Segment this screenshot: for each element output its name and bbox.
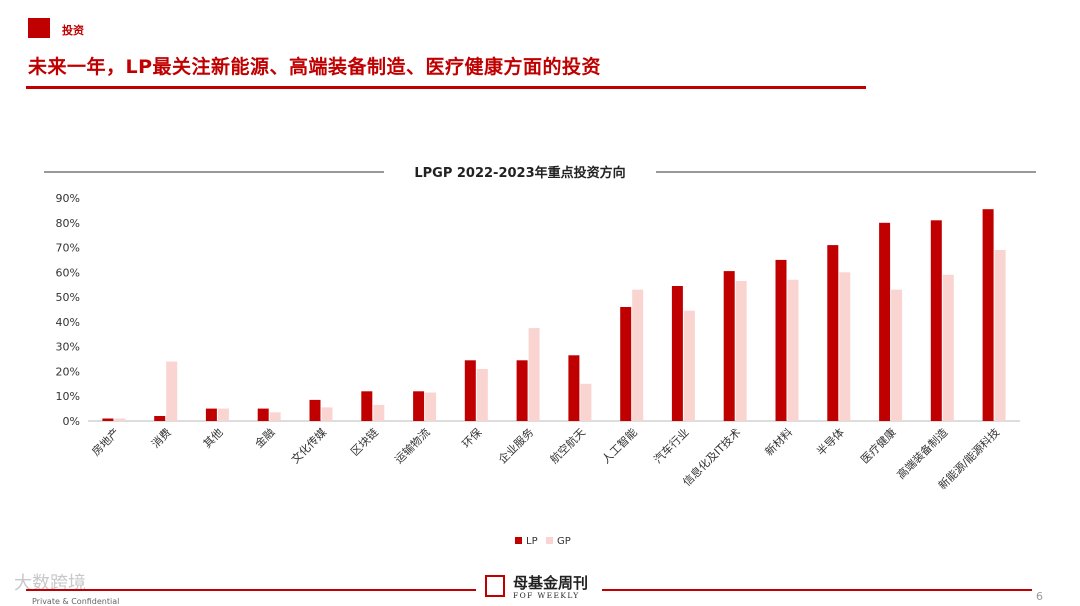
- confidential-note: Private & Confidential: [32, 597, 120, 606]
- bar-gp: [528, 328, 540, 421]
- watermark: 大数跨境: [14, 573, 86, 594]
- bar-lp: [361, 391, 373, 421]
- bar-lp: [879, 222, 891, 421]
- legend-swatch-lp: [515, 537, 522, 544]
- bar-gp: [321, 407, 333, 421]
- y-tick-label: 0%: [63, 415, 80, 428]
- bar-lp: [827, 245, 839, 421]
- y-tick-label: 40%: [56, 316, 80, 329]
- x-tick-label: 运输物流: [392, 425, 433, 466]
- bar-gp: [683, 310, 695, 421]
- y-tick-label: 60%: [56, 266, 80, 279]
- bars: [102, 209, 1006, 421]
- y-tick-label: 30%: [56, 341, 80, 354]
- x-tick-label: 高端装备制造: [894, 425, 951, 482]
- bar-gp: [942, 274, 954, 421]
- y-tick-label: 90%: [56, 192, 80, 205]
- bar-gp: [787, 279, 799, 421]
- bar-lp: [930, 220, 942, 421]
- x-tick-label: 房地产: [89, 425, 122, 458]
- x-tick-label: 消费: [148, 425, 173, 450]
- bar-lp: [620, 307, 632, 421]
- bar-lp: [671, 286, 683, 421]
- bar-gp: [580, 383, 592, 421]
- section-tag-marker: [28, 18, 50, 38]
- bar-gp: [839, 272, 851, 421]
- footer-rule-left: [26, 589, 476, 591]
- bar-lp: [102, 418, 114, 421]
- bar-lp: [723, 271, 735, 421]
- brand-logo: 母基金周刊 FOF WEEKLY: [485, 573, 605, 603]
- x-tick-label: 半导体: [814, 425, 847, 458]
- x-tick-label: 汽车行业: [651, 425, 692, 466]
- logo-icon: [485, 575, 505, 597]
- bar-lp: [309, 399, 321, 421]
- x-tick-label: 新材料: [762, 425, 795, 458]
- x-tick-label: 其他: [201, 426, 226, 451]
- bar-gp: [166, 361, 178, 421]
- logo-subtitle: FOF WEEKLY: [513, 591, 580, 600]
- y-tick-label: 50%: [56, 291, 80, 304]
- x-tick-label: 环保: [459, 425, 484, 450]
- bar-lp: [464, 360, 476, 421]
- logo-name: 母基金周刊: [513, 574, 589, 592]
- bar-lp: [257, 408, 269, 421]
- bar-gp: [373, 404, 385, 421]
- bar-gp: [735, 281, 747, 421]
- x-tick-label: 金融: [252, 425, 277, 450]
- x-tick-label: 人工智能: [599, 425, 640, 466]
- bar-gp: [632, 289, 644, 421]
- legend-label-lp: LP: [526, 536, 538, 547]
- legend-swatch-gp: [546, 537, 553, 544]
- x-tick-label: 文化传媒: [288, 425, 329, 466]
- bar-lp: [413, 391, 425, 421]
- bar-chart: LPGP 2022-2023年重点投资方向 0% 10% 20% 30% 40% 50% 6…: [44, 165, 1036, 547]
- x-tick-label: 区块链: [348, 425, 381, 458]
- bar-lp: [205, 408, 217, 421]
- y-tick-label: 10%: [56, 390, 80, 403]
- bar-lp: [982, 209, 994, 421]
- bar-gp: [994, 250, 1006, 421]
- y-axis: 0% 10% 20% 30% 40% 50% 60% 70% 80% 90%: [56, 192, 1020, 428]
- bar-gp: [217, 408, 229, 421]
- chart-title: LPGP 2022-2023年重点投资方向: [414, 165, 625, 181]
- bar-gp: [114, 418, 126, 421]
- bar-lp: [568, 355, 580, 421]
- bar-lp: [154, 416, 166, 421]
- y-tick-label: 80%: [56, 217, 80, 230]
- bar-gp: [269, 412, 281, 421]
- page-number: 6: [1036, 590, 1043, 603]
- bar-lp: [775, 259, 787, 421]
- bar-gp: [425, 392, 437, 421]
- bar-gp: [476, 369, 488, 421]
- x-tick-label: 航空航天: [547, 425, 588, 466]
- footer-rule-right: [602, 589, 1032, 591]
- section-tag: 投资: [62, 24, 84, 37]
- y-tick-label: 70%: [56, 242, 80, 255]
- legend-label-gp: GP: [557, 536, 571, 547]
- x-tick-label: 企业服务: [495, 425, 536, 466]
- bar-lp: [516, 360, 528, 421]
- y-tick-label: 20%: [56, 365, 80, 378]
- x-tick-label: 医疗健康: [858, 425, 899, 466]
- bar-gp: [891, 289, 903, 421]
- legend: LP GP: [515, 536, 571, 547]
- page-title: 未来一年，LP最关注新能源、高端装备制造、医疗健康方面的投资: [28, 56, 602, 78]
- x-axis: 房地产 消费 其他 金融 文化传媒 区块链 运输物流 环保 企业服务 航空航天 人工智能 汽车行业信息…: [89, 425, 1002, 492]
- title-divider: [26, 86, 866, 89]
